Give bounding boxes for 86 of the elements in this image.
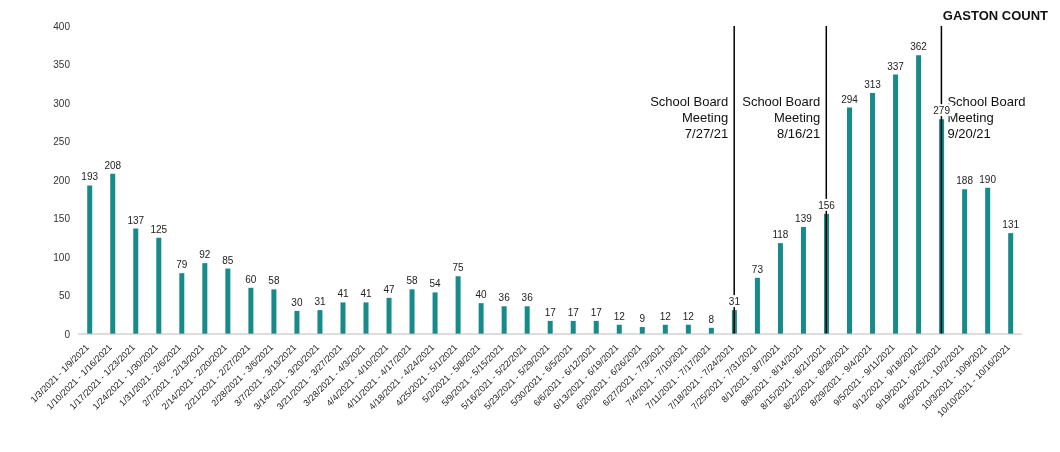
data-label: 190 bbox=[979, 173, 997, 185]
data-label: 137 bbox=[127, 214, 145, 226]
data-label: 47 bbox=[383, 283, 396, 295]
ref-line-label: School Board Meeting 8/16/21 bbox=[742, 94, 821, 141]
data-label: 156 bbox=[818, 199, 836, 211]
data-label: 12 bbox=[659, 310, 672, 322]
data-label: 12 bbox=[613, 310, 626, 322]
data-label: 17 bbox=[567, 306, 580, 318]
y-tick-label: 300 bbox=[53, 97, 71, 109]
bar bbox=[524, 306, 530, 334]
data-label: 12 bbox=[682, 310, 695, 322]
bar bbox=[294, 310, 300, 334]
bar bbox=[133, 228, 139, 334]
data-label: 313 bbox=[864, 78, 882, 90]
bar bbox=[478, 303, 484, 334]
bar bbox=[754, 277, 760, 334]
data-label: 17 bbox=[590, 306, 603, 318]
data-label: 362 bbox=[910, 41, 928, 53]
bar bbox=[202, 263, 208, 334]
data-label: 294 bbox=[841, 93, 859, 105]
bar bbox=[179, 273, 185, 334]
data-label: 73 bbox=[751, 263, 764, 275]
data-label: 125 bbox=[150, 223, 168, 235]
bar bbox=[455, 276, 461, 334]
data-label: 131 bbox=[1002, 219, 1020, 231]
bar bbox=[340, 302, 346, 334]
data-label: 36 bbox=[521, 292, 534, 304]
data-label: 54 bbox=[429, 278, 442, 290]
bar bbox=[110, 173, 116, 334]
data-label: 41 bbox=[360, 288, 372, 300]
data-label: 31 bbox=[728, 296, 741, 308]
bar bbox=[870, 92, 876, 334]
data-label: 40 bbox=[475, 289, 488, 301]
data-label: 279 bbox=[933, 105, 951, 117]
bar bbox=[156, 237, 162, 334]
data-label: 85 bbox=[222, 254, 234, 266]
bar bbox=[225, 268, 231, 334]
bar bbox=[432, 292, 438, 334]
y-tick-label: 0 bbox=[64, 328, 71, 340]
bar bbox=[1008, 233, 1014, 334]
data-label: 36 bbox=[498, 292, 511, 304]
data-label: 31 bbox=[314, 296, 326, 308]
data-label: 193 bbox=[81, 171, 99, 183]
bar bbox=[962, 189, 968, 334]
y-tick-label: 400 bbox=[53, 20, 71, 32]
data-label: 41 bbox=[337, 288, 349, 300]
data-label: 337 bbox=[887, 60, 905, 72]
bar bbox=[501, 306, 507, 334]
bar bbox=[800, 226, 806, 334]
bar bbox=[893, 74, 899, 334]
y-tick-label: 150 bbox=[53, 213, 71, 225]
bar bbox=[985, 187, 991, 334]
data-label: 58 bbox=[406, 275, 419, 287]
y-tick-label: 350 bbox=[53, 59, 71, 71]
data-label: 30 bbox=[291, 296, 303, 308]
bar bbox=[409, 289, 415, 334]
bar bbox=[363, 302, 369, 334]
data-label: 9 bbox=[639, 313, 646, 325]
bar bbox=[87, 185, 93, 334]
data-label: 118 bbox=[772, 229, 789, 241]
bar bbox=[593, 320, 599, 334]
y-tick-label: 200 bbox=[53, 174, 71, 186]
data-label: 79 bbox=[176, 259, 188, 271]
data-label: 188 bbox=[956, 175, 974, 187]
data-label: 208 bbox=[104, 159, 122, 171]
ref-line-label: School Board Meeting 7/27/21 bbox=[650, 94, 729, 141]
y-tick-label: 250 bbox=[53, 136, 71, 148]
data-label: 58 bbox=[268, 275, 280, 287]
data-label: 60 bbox=[245, 273, 257, 285]
bar bbox=[248, 287, 254, 334]
bar bbox=[547, 320, 553, 334]
y-tick-label: 100 bbox=[53, 251, 71, 263]
bar bbox=[847, 107, 853, 334]
y-tick-label: 50 bbox=[58, 290, 71, 302]
data-label: 75 bbox=[452, 262, 465, 274]
bar bbox=[916, 55, 922, 334]
bar bbox=[777, 243, 783, 334]
bar bbox=[386, 297, 392, 334]
data-label: 8 bbox=[708, 313, 715, 325]
bar bbox=[570, 320, 576, 334]
bar bbox=[317, 310, 323, 334]
data-label: 17 bbox=[544, 306, 557, 318]
bar bbox=[271, 289, 277, 334]
chart-title: GASTON COUNT bbox=[942, 8, 1048, 23]
data-label: 139 bbox=[795, 212, 813, 224]
data-label: 92 bbox=[199, 249, 211, 261]
